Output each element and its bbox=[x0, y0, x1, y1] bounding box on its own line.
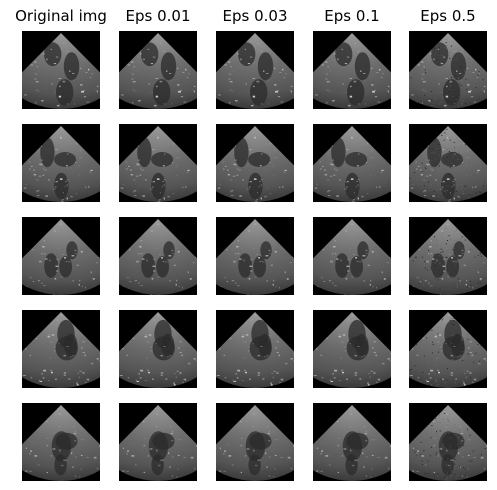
ultrasound-image bbox=[313, 126, 391, 202]
ultrasound-sector bbox=[216, 33, 294, 109]
column-title-original: Original img bbox=[15, 7, 107, 25]
ultrasound-image bbox=[216, 405, 294, 481]
ultrasound-sector bbox=[22, 33, 100, 109]
ultrasound-image bbox=[216, 126, 294, 202]
image-panel bbox=[409, 217, 487, 295]
ultrasound-image bbox=[22, 33, 100, 109]
ultrasound-image bbox=[313, 405, 391, 481]
ultrasound-image bbox=[119, 312, 197, 388]
ultrasound-image bbox=[409, 33, 487, 109]
image-panel bbox=[409, 403, 487, 481]
image-panel bbox=[216, 31, 294, 109]
image-panel bbox=[22, 310, 100, 388]
image-panel bbox=[119, 124, 197, 202]
image-panel bbox=[119, 403, 197, 481]
image-panel bbox=[119, 31, 197, 109]
ultrasound-image bbox=[119, 405, 197, 481]
ultrasound-image bbox=[216, 33, 294, 109]
column-title-eps-0-01: Eps 0.01 bbox=[125, 7, 191, 25]
ultrasound-image bbox=[409, 219, 487, 295]
column-title-eps-0-5: Eps 0.5 bbox=[420, 7, 476, 25]
image-panel bbox=[119, 310, 197, 388]
ultrasound-image bbox=[313, 312, 391, 388]
ultrasound-image bbox=[22, 405, 100, 481]
image-panel bbox=[216, 310, 294, 388]
image-panel bbox=[22, 124, 100, 202]
image-panel bbox=[22, 403, 100, 481]
ultrasound-image bbox=[22, 219, 100, 295]
ultrasound-image bbox=[409, 405, 487, 481]
image-panel bbox=[313, 124, 391, 202]
ultrasound-image bbox=[119, 219, 197, 295]
ultrasound-sector bbox=[119, 33, 197, 109]
ultrasound-sector bbox=[313, 33, 391, 109]
ultrasound-image bbox=[119, 33, 197, 109]
ultrasound-sector bbox=[119, 219, 197, 295]
image-panel bbox=[22, 217, 100, 295]
ultrasound-image bbox=[409, 312, 487, 388]
ultrasound-image bbox=[119, 126, 197, 202]
image-panel bbox=[409, 31, 487, 109]
column-title-eps-0-1: Eps 0.1 bbox=[324, 7, 380, 25]
image-panel bbox=[313, 217, 391, 295]
column-title-eps-0-03: Eps 0.03 bbox=[222, 7, 288, 25]
ultrasound-image bbox=[216, 219, 294, 295]
ultrasound-image bbox=[313, 33, 391, 109]
image-panel bbox=[216, 403, 294, 481]
image-panel bbox=[119, 217, 197, 295]
image-panel bbox=[313, 31, 391, 109]
ultrasound-image bbox=[313, 219, 391, 295]
ultrasound-image bbox=[22, 312, 100, 388]
image-panel bbox=[216, 217, 294, 295]
image-panel bbox=[313, 403, 391, 481]
ultrasound-image bbox=[409, 126, 487, 202]
image-panel bbox=[409, 310, 487, 388]
ultrasound-sector bbox=[313, 219, 391, 295]
ultrasound-sector bbox=[216, 219, 294, 295]
ultrasound-image bbox=[22, 126, 100, 202]
ultrasound-sector bbox=[409, 219, 487, 295]
image-panel bbox=[22, 31, 100, 109]
image-panel bbox=[313, 310, 391, 388]
ultrasound-sector bbox=[22, 219, 100, 295]
image-panel bbox=[216, 124, 294, 202]
ultrasound-image bbox=[216, 312, 294, 388]
ultrasound-sector bbox=[409, 33, 487, 109]
image-panel bbox=[409, 124, 487, 202]
